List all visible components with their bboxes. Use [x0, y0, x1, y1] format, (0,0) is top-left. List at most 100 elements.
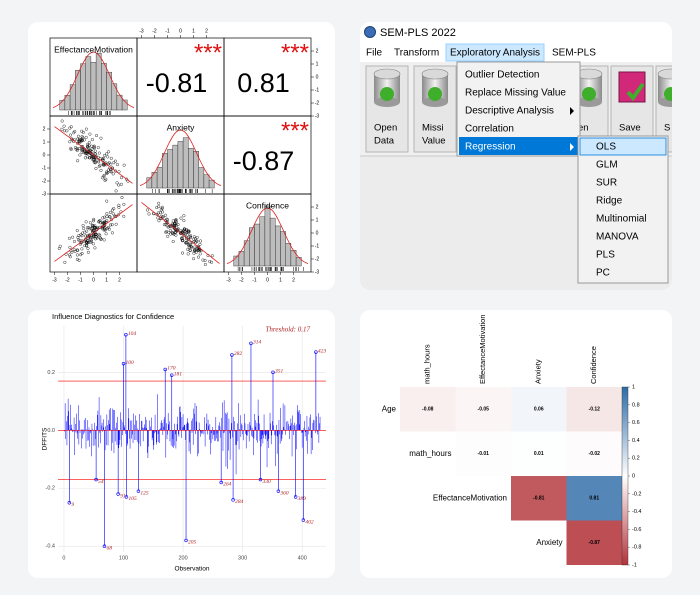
colorbar [621, 386, 629, 566]
scatter-point [92, 217, 96, 221]
tick-label: 1 [105, 277, 108, 283]
scatter-point [70, 250, 74, 254]
scatter-point [108, 170, 112, 174]
scatter-point [175, 224, 179, 228]
scatter-point [90, 144, 94, 148]
scatter-point [80, 247, 84, 251]
scatter-point [165, 217, 169, 221]
scatter-point [82, 138, 86, 142]
submenu-item[interactable]: GLM [596, 160, 618, 171]
scatter-point [84, 135, 88, 139]
arrow-badge [380, 87, 394, 101]
submenu-item[interactable]: OLS [596, 142, 616, 153]
variable-label: Confidence [246, 200, 289, 210]
submenu-item[interactable]: PLS [596, 250, 615, 261]
histogram-bar [172, 144, 179, 189]
scatter-point [91, 229, 95, 233]
colorbar-label: -0.6 [632, 527, 641, 533]
significance-stars: *** [281, 39, 309, 66]
scatter-point [85, 243, 89, 247]
smooth-line [54, 126, 133, 184]
scatter-point [95, 235, 99, 239]
tick-label: -2 [152, 28, 157, 34]
scatter-point [208, 259, 212, 263]
dropdown-item[interactable]: Regression [465, 142, 516, 153]
scatter-point [91, 156, 95, 160]
scatter-point [88, 237, 92, 241]
dropdown-item[interactable]: Replace Missing Value [465, 88, 566, 99]
outlier-label: 100 [126, 360, 135, 366]
submenu-item[interactable]: PC [596, 268, 610, 279]
dropdown-item[interactable]: Descriptive Analysis [465, 106, 554, 117]
scatter-point [113, 159, 117, 163]
outlier-point [116, 492, 120, 496]
window-title: SEM-PLS 2022 [380, 27, 456, 39]
column-label: Anxiety [534, 359, 543, 384]
scatter-point [161, 210, 165, 214]
menu-item[interactable]: Exploratory Analysis [450, 48, 540, 59]
x-tick-label: 0 [62, 555, 65, 561]
scatter-point [190, 245, 194, 249]
cylinder-top [373, 68, 401, 80]
x-axis-title: Observation [174, 566, 209, 573]
scatter-point [98, 163, 102, 167]
scatter-point [174, 233, 178, 237]
scatter-point [81, 136, 85, 140]
scatter-point [122, 163, 126, 167]
scatter-point [164, 230, 168, 234]
scatter-point [90, 138, 94, 142]
outlier-point [231, 498, 235, 502]
scatter-point [106, 162, 110, 166]
menu-item[interactable]: SEM-PLS [552, 48, 596, 59]
scatter-point [179, 229, 183, 233]
threshold-label: Threshold: 0.17 [266, 326, 311, 334]
cell-label: 0.81 [589, 496, 599, 502]
submenu-item[interactable]: Multinomial [596, 214, 647, 225]
colorbar-label: -1 [632, 562, 637, 568]
outlier-label: 68 [106, 545, 112, 551]
scatter-point [92, 157, 96, 161]
scatter-point [184, 240, 188, 244]
scatter-point [198, 242, 202, 246]
submenu-item[interactable]: SUR [596, 178, 617, 189]
submenu-item[interactable]: Ridge [596, 196, 623, 207]
scatter-point [93, 226, 97, 230]
scatter-point [83, 244, 87, 248]
title-bar [360, 22, 672, 43]
x-tick-label: 100 [119, 555, 128, 561]
dropdown-item[interactable]: Correlation [465, 124, 514, 135]
scatter-point [92, 233, 96, 237]
scatter-point [179, 231, 183, 235]
scatter-point [86, 246, 90, 250]
scatter-point [112, 161, 116, 165]
outlier-point [271, 370, 275, 375]
outlier-point [314, 350, 318, 354]
scatter-point [210, 254, 214, 258]
scatter-point [77, 140, 81, 144]
scatter-point [182, 214, 186, 218]
menu-item[interactable]: Transform [394, 48, 439, 59]
submenu-item[interactable]: MANOVA [596, 232, 639, 243]
heatmap-cell [400, 387, 456, 432]
scatter-point [103, 228, 107, 232]
scatter-point [87, 140, 91, 144]
colorbar-label: -0.8 [632, 545, 641, 551]
scatter-point [105, 219, 109, 223]
dropdown-item[interactable]: Outlier Detection [465, 70, 539, 81]
scatter-point [71, 235, 75, 239]
histogram-bar [121, 99, 128, 111]
scatter-point [188, 241, 192, 245]
x-tick-label: 400 [298, 555, 307, 561]
scatter-point [81, 130, 85, 134]
menu-item[interactable]: File [366, 48, 383, 59]
tick-label: -1 [42, 165, 47, 171]
scatter-point [157, 205, 161, 209]
scatter-point [77, 258, 81, 262]
outlier-point [301, 518, 306, 522]
scatter-point [63, 129, 67, 133]
scatter-point [86, 241, 90, 245]
scatter-point [193, 245, 197, 249]
scatter-point [88, 132, 92, 136]
cylinder-top [421, 68, 449, 80]
outlier-point [67, 501, 72, 505]
